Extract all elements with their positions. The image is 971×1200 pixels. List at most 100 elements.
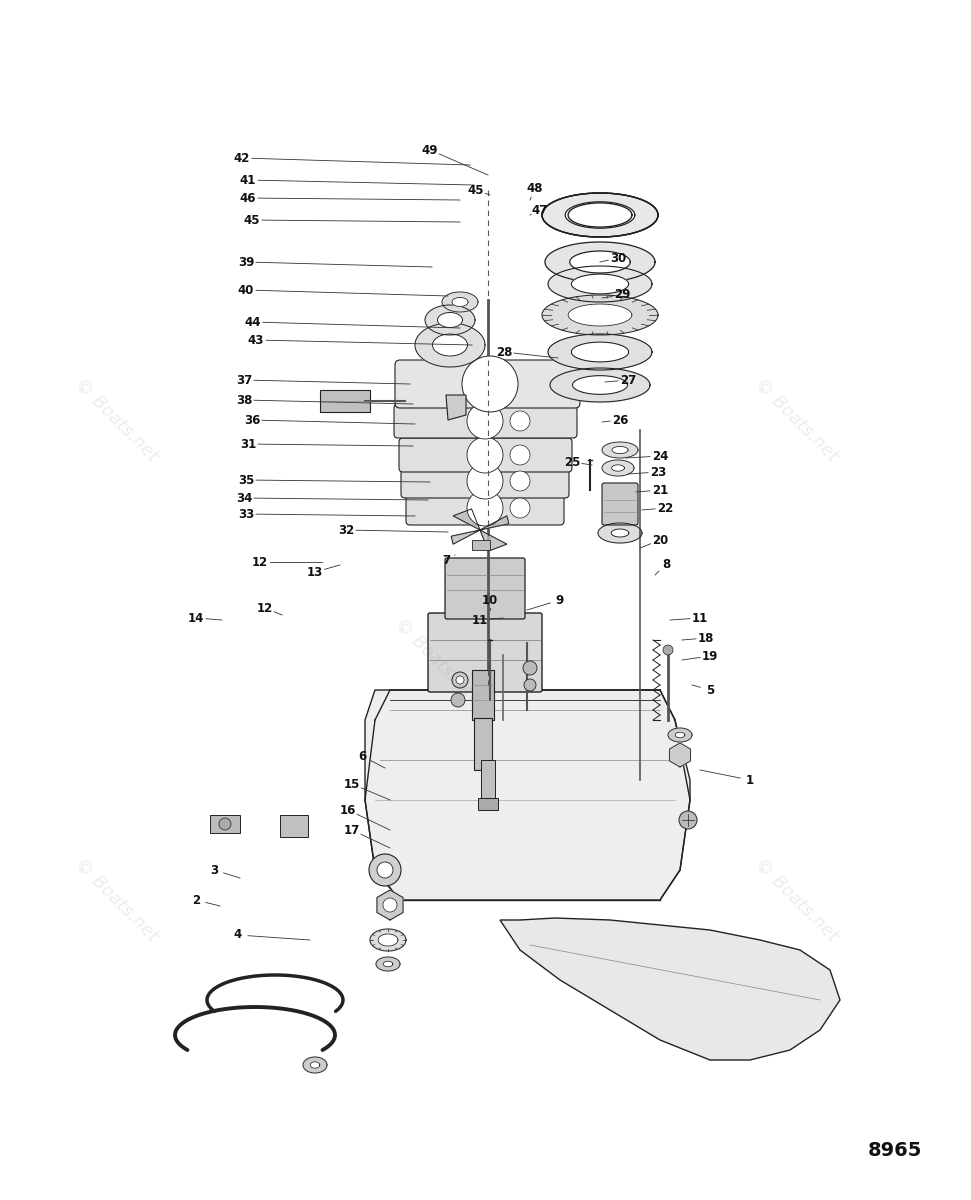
Text: 33: 33 [238,508,254,521]
Bar [210,815,240,833]
Polygon shape [565,202,635,228]
Circle shape [219,818,231,830]
Polygon shape [378,934,398,946]
Text: 37: 37 [236,373,252,386]
Bar [478,798,498,810]
Text: 40: 40 [238,283,254,296]
Polygon shape [548,266,652,302]
Text: 45: 45 [244,214,260,227]
Text: 25: 25 [564,456,581,468]
Text: 11: 11 [472,613,488,626]
Text: 18: 18 [698,631,715,644]
Text: © Boats.net: © Boats.net [391,614,483,706]
Text: 15: 15 [344,778,360,791]
Polygon shape [452,530,480,544]
Text: 8965: 8965 [868,1140,922,1159]
Circle shape [510,410,530,431]
Circle shape [467,463,503,499]
Polygon shape [310,1062,319,1068]
Polygon shape [446,395,466,420]
Text: 12: 12 [251,556,268,569]
Text: © Boats.net: © Boats.net [751,374,842,466]
Polygon shape [542,295,658,335]
Circle shape [456,676,464,684]
Polygon shape [370,929,406,950]
Text: 23: 23 [650,466,666,479]
FancyBboxPatch shape [428,613,542,692]
Text: 29: 29 [614,288,630,301]
Polygon shape [442,292,478,312]
Polygon shape [550,368,650,402]
Text: 24: 24 [652,450,668,462]
Polygon shape [480,516,509,530]
Text: 36: 36 [244,414,260,426]
Text: 4: 4 [234,929,242,942]
FancyBboxPatch shape [394,404,577,438]
Text: 35: 35 [238,474,254,486]
Bar [472,670,494,720]
Polygon shape [570,251,630,272]
Text: 47: 47 [532,204,549,216]
Text: 32: 32 [338,523,354,536]
Text: 49: 49 [421,144,438,156]
Polygon shape [670,743,690,767]
Circle shape [462,356,518,412]
Text: 34: 34 [236,492,252,504]
FancyBboxPatch shape [406,491,564,526]
Polygon shape [548,334,652,370]
Circle shape [679,811,697,829]
Polygon shape [480,530,507,551]
Text: 43: 43 [248,334,264,347]
Text: 19: 19 [702,649,719,662]
Text: 30: 30 [610,252,626,264]
Text: 12: 12 [257,601,273,614]
Polygon shape [611,529,629,536]
Circle shape [369,854,401,886]
Polygon shape [384,961,393,967]
Text: 26: 26 [612,414,628,426]
Text: 44: 44 [245,316,261,329]
Polygon shape [573,376,627,395]
Circle shape [467,403,503,439]
Polygon shape [571,274,628,294]
Text: 16: 16 [340,804,356,816]
Text: 31: 31 [240,438,256,450]
Text: 22: 22 [656,502,673,515]
FancyBboxPatch shape [399,438,572,472]
Text: 38: 38 [236,394,252,407]
Circle shape [452,672,468,688]
Bar [280,815,308,838]
Circle shape [523,661,537,674]
Circle shape [524,679,536,691]
Text: 20: 20 [652,534,668,546]
Text: 39: 39 [238,256,254,269]
Polygon shape [377,890,403,920]
Text: 21: 21 [652,484,668,497]
Text: 8: 8 [662,558,670,570]
Text: 45: 45 [468,184,485,197]
Polygon shape [602,442,638,458]
Polygon shape [365,690,690,900]
Polygon shape [602,460,634,476]
Circle shape [510,470,530,491]
Polygon shape [571,342,628,362]
Polygon shape [598,523,642,542]
Text: 11: 11 [692,612,708,624]
Polygon shape [612,446,628,454]
Polygon shape [303,1057,327,1073]
Circle shape [510,445,530,464]
Text: 13: 13 [307,565,323,578]
Text: 1: 1 [746,774,754,786]
FancyBboxPatch shape [602,482,638,526]
Text: 28: 28 [496,346,512,359]
Circle shape [383,898,397,912]
Bar [474,718,492,770]
Circle shape [663,646,673,655]
Polygon shape [568,304,632,326]
Polygon shape [542,193,658,236]
Text: © Boats.net: © Boats.net [71,374,162,466]
Polygon shape [432,334,467,356]
Text: 27: 27 [619,373,636,386]
Polygon shape [542,193,658,236]
Text: 5: 5 [706,684,714,696]
